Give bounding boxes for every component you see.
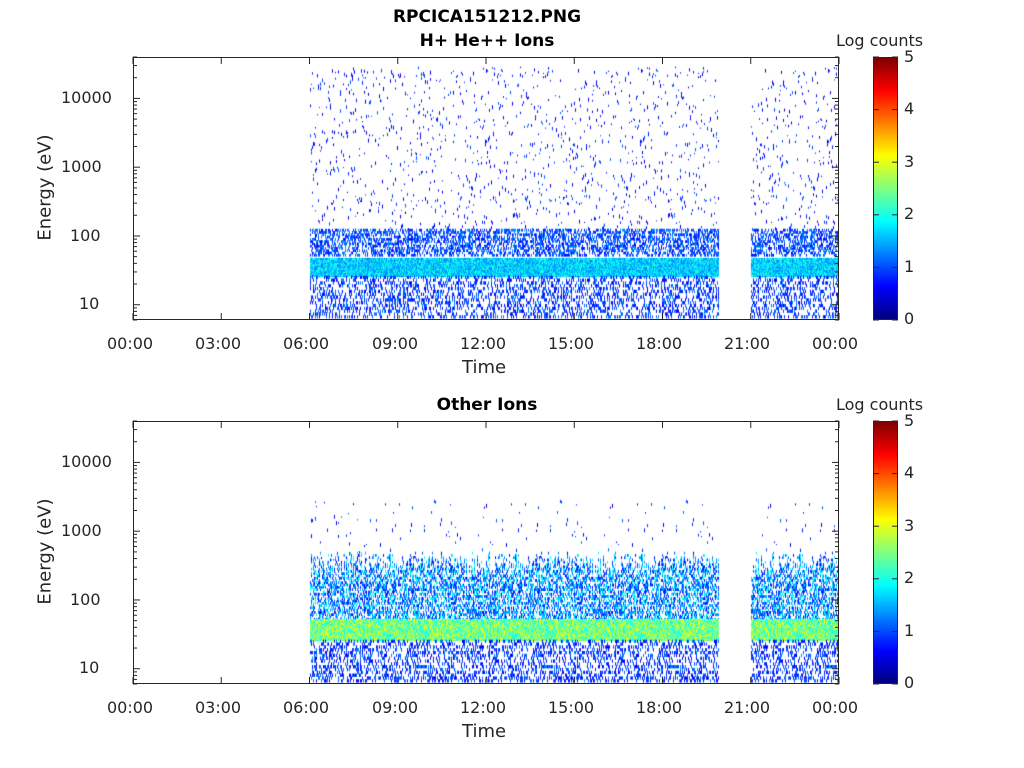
y-tick-label: 10000 (61, 88, 112, 107)
y-axis-label-bottom: Energy (eV) (34, 498, 56, 605)
cbar-tick: 5 (904, 411, 915, 430)
x-tick-label: 12:00 (460, 334, 507, 353)
cbar-tick: 2 (904, 204, 915, 223)
x-tick-label: 06:00 (283, 334, 330, 353)
colorbar-label-bottom: Log counts (836, 395, 924, 414)
x-tick-label: 21:00 (724, 334, 771, 353)
x-tick-label: 18:00 (636, 334, 683, 353)
x-tick-label: 18:00 (636, 698, 683, 717)
cbar-tick: 5 (904, 47, 915, 66)
x-tick-label: 06:00 (283, 698, 330, 717)
x-tick-label: 00:00 (107, 698, 154, 717)
panel-title-top: H+ He++ Ions (419, 31, 555, 51)
y-tick-label: 1000 (61, 157, 102, 176)
cbar-tick: 4 (904, 463, 915, 482)
x-tick-label: 03:00 (195, 334, 242, 353)
colorbar-bottom (873, 421, 898, 684)
y-tick-label: 10000 (61, 452, 112, 471)
x-tick-label: 00:00 (812, 334, 859, 353)
x-tick-label: 21:00 (724, 698, 771, 717)
x-tick-label: 15:00 (548, 698, 595, 717)
cbar-tick: 1 (904, 621, 915, 640)
y-tick-label: 10 (79, 658, 100, 677)
spectrogram-top (134, 58, 838, 319)
spectrogram-bottom (134, 422, 838, 683)
panel-title-bottom: Other Ions (436, 395, 538, 415)
cbar-tick: 1 (904, 257, 915, 276)
x-tick-label: 12:00 (460, 698, 507, 717)
x-tick-label: 15:00 (548, 334, 595, 353)
y-tick-label: 100 (70, 226, 101, 245)
y-axis-label-top: Energy (eV) (34, 134, 56, 241)
colorbar-label-top: Log counts (836, 31, 924, 50)
y-tick-label: 1000 (61, 521, 102, 540)
y-tick-label: 10 (79, 294, 100, 313)
cbar-tick: 2 (904, 568, 915, 587)
x-axis-label-bottom: Time (462, 721, 507, 742)
figure-title: RPCICA151212.PNG (392, 7, 582, 27)
cbar-tick: 3 (904, 152, 915, 171)
x-tick-label: 09:00 (372, 334, 419, 353)
x-tick-label: 00:00 (107, 334, 154, 353)
colorbar-top (873, 57, 898, 320)
x-tick-label: 00:00 (812, 698, 859, 717)
cbar-tick: 0 (904, 673, 915, 692)
x-tick-label: 09:00 (372, 698, 419, 717)
x-axis-label-top: Time (462, 357, 507, 378)
cbar-tick: 3 (904, 516, 915, 535)
cbar-tick: 4 (904, 99, 915, 118)
cbar-tick: 0 (904, 309, 915, 328)
y-tick-label: 100 (70, 590, 101, 609)
x-tick-label: 03:00 (195, 698, 242, 717)
